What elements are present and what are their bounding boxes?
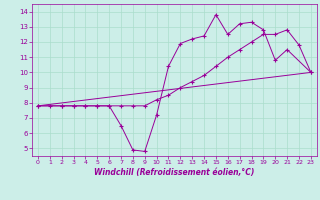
- X-axis label: Windchill (Refroidissement éolien,°C): Windchill (Refroidissement éolien,°C): [94, 168, 255, 177]
